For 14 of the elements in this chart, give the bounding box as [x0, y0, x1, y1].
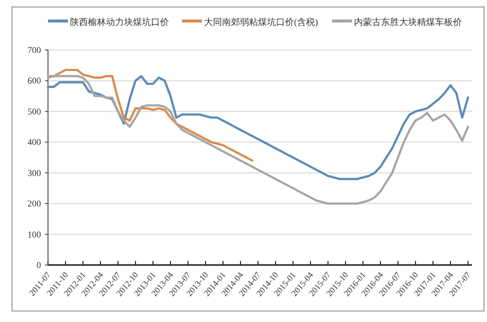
y-tick-label: 0: [36, 260, 42, 270]
legend-label: 内蒙古东胜大块精煤车板价: [354, 17, 462, 27]
y-tick-label: 600: [28, 76, 42, 86]
y-tick-label: 100: [28, 229, 42, 240]
y-tick-label: 500: [28, 106, 42, 116]
line-series: [46, 75, 470, 205]
y-tick-label: 700: [28, 45, 42, 55]
y-tick-label: 400: [28, 137, 42, 148]
y-tick-label: 300: [28, 168, 42, 178]
line-series: [46, 68, 254, 162]
legend-label: 陕西榆林动力块煤坑口价: [70, 17, 169, 27]
y-tick-label: 200: [28, 198, 42, 209]
legend-label: 大同南郊弱粘煤坑口价(含税): [204, 17, 318, 27]
line-series: [46, 75, 470, 180]
